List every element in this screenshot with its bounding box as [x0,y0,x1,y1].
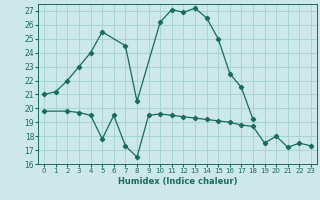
X-axis label: Humidex (Indice chaleur): Humidex (Indice chaleur) [118,177,237,186]
